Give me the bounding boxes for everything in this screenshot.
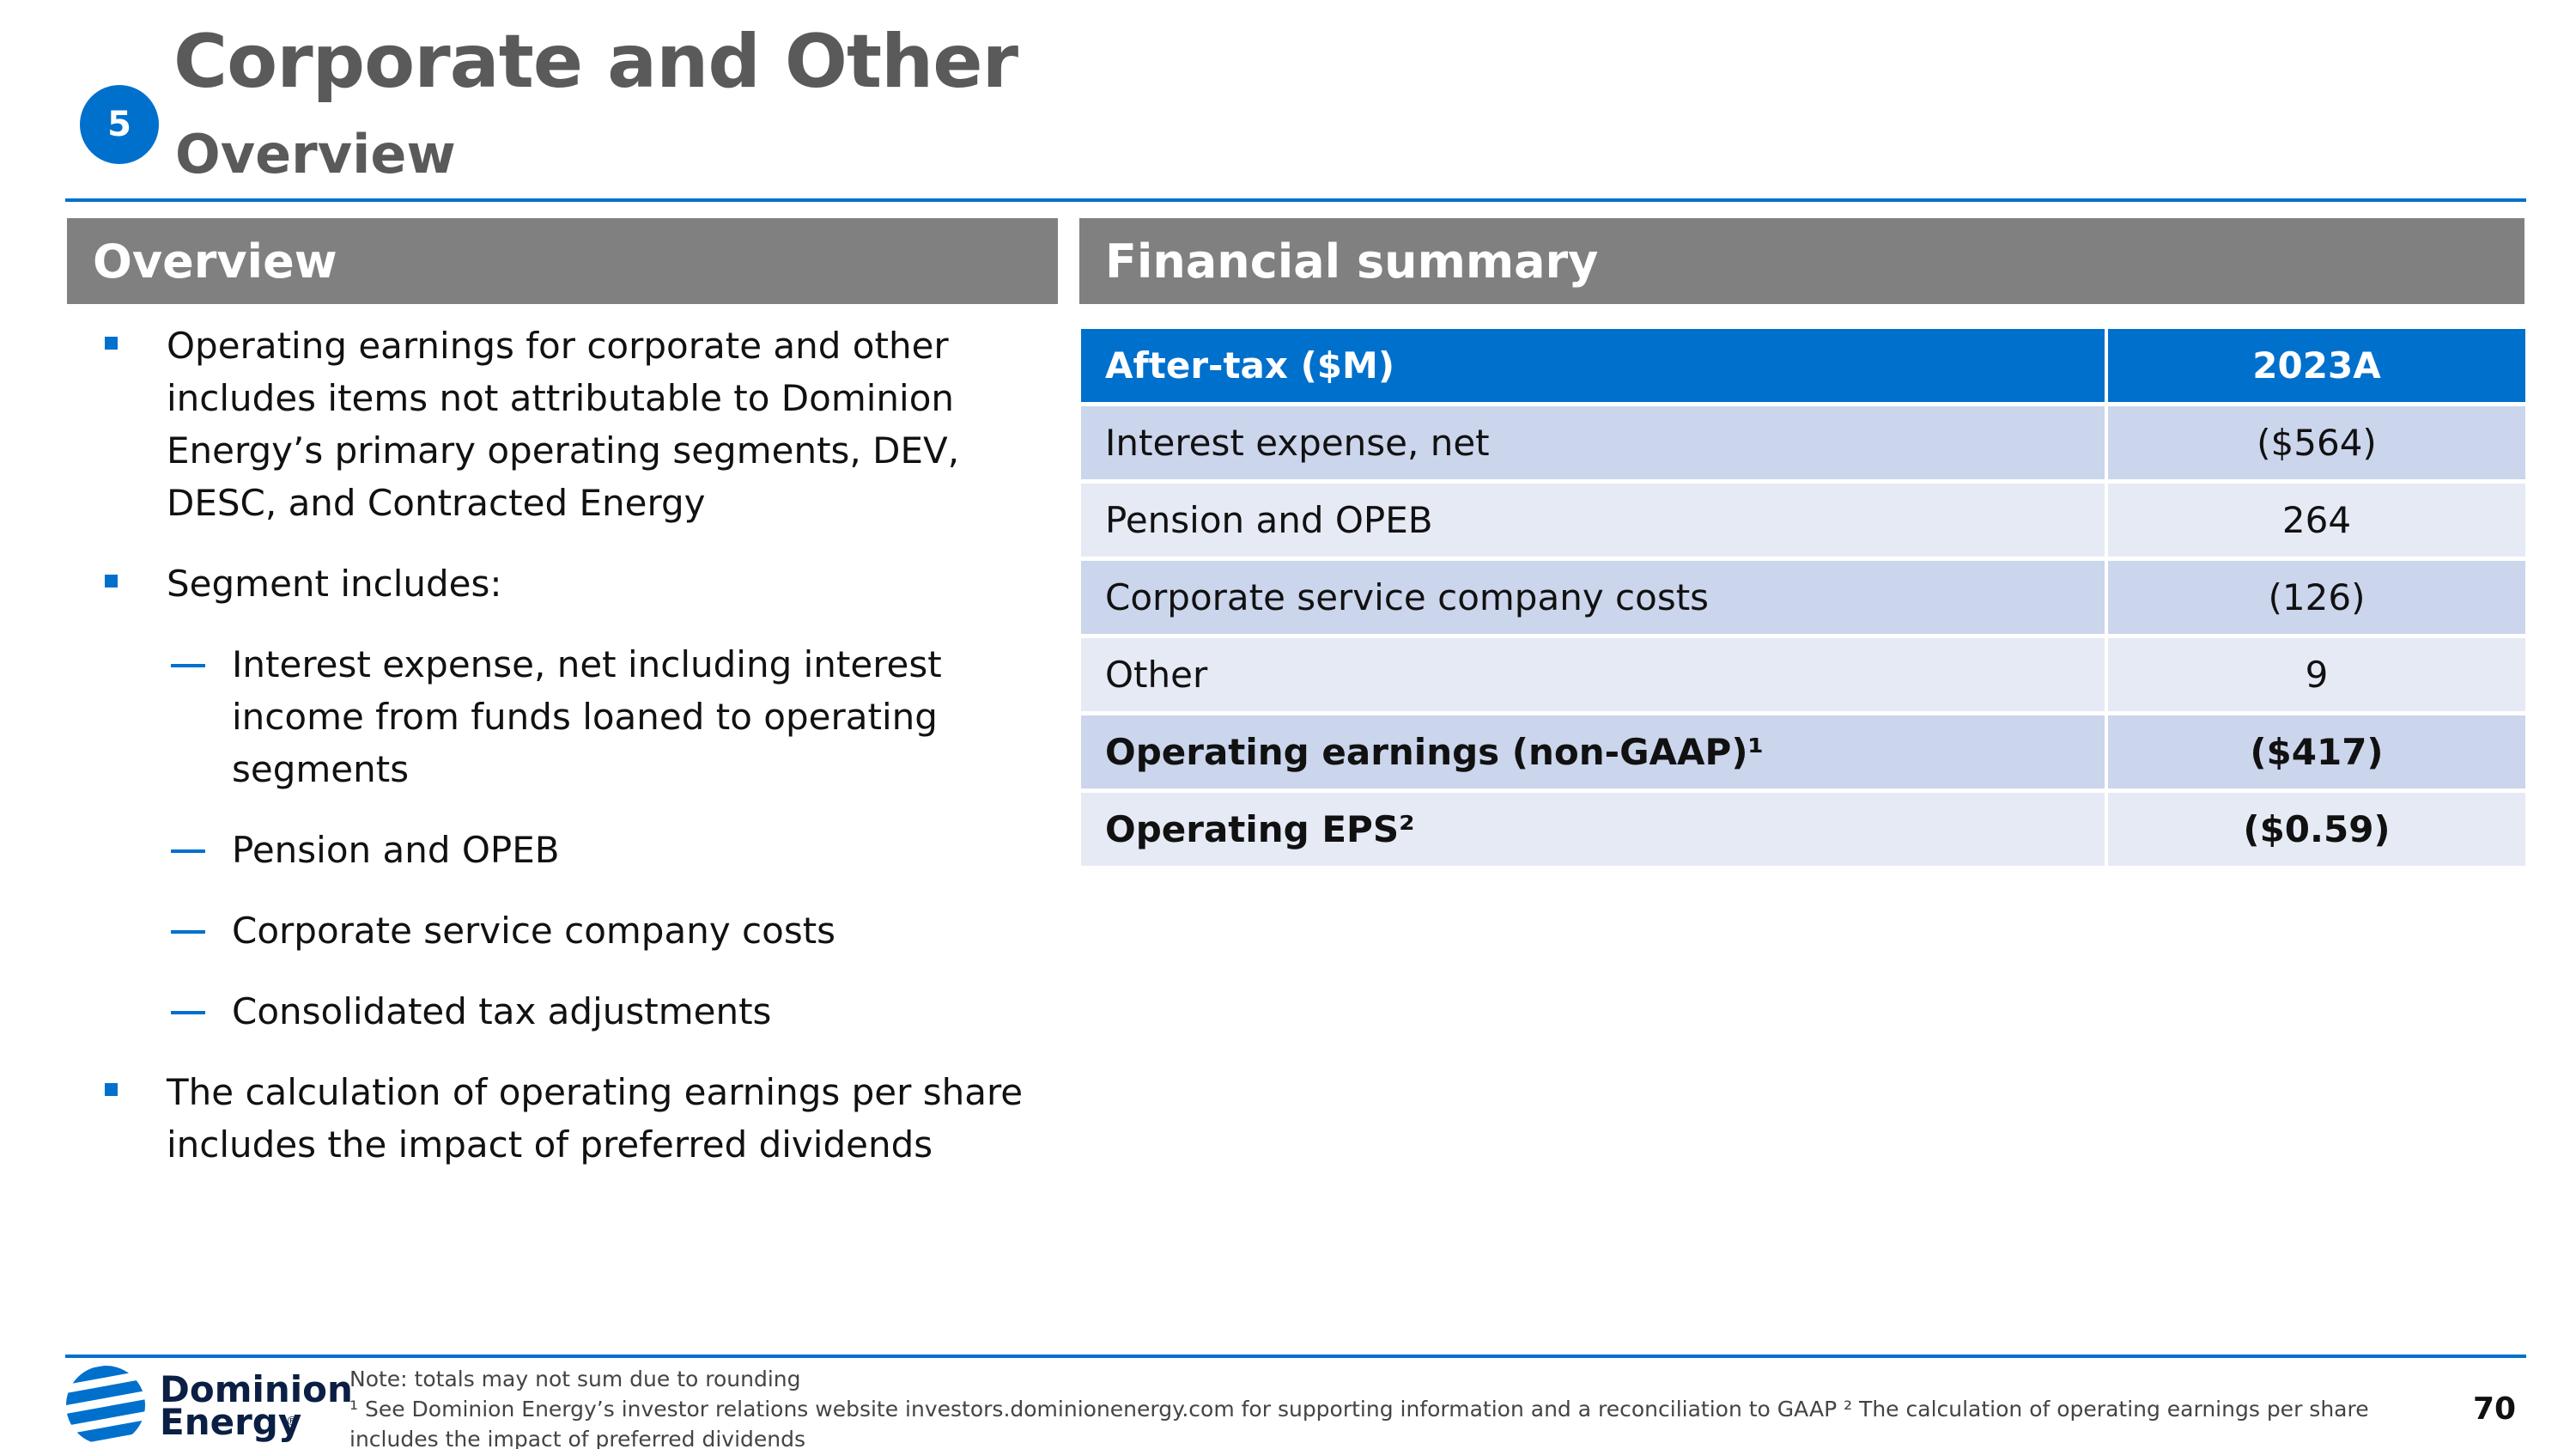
bullet-text: Segment includes: xyxy=(167,563,502,605)
sub-bullet-item: Consolidated tax adjustments xyxy=(100,985,1053,1038)
row-value: ($564) xyxy=(2108,406,2525,479)
bullet-text: Operating earnings for corporate and oth… xyxy=(167,325,960,524)
bullet-item: Operating earnings for corporate and oth… xyxy=(100,320,1053,529)
footnotes: Note: totals may not sum due to rounding… xyxy=(349,1364,2427,1449)
footer-divider xyxy=(65,1355,2526,1358)
logo-wordmark-line-1: Dominion xyxy=(160,1368,353,1410)
financial-summary-table: After-tax ($M) 2023A Interest expense, n… xyxy=(1081,325,2525,870)
financial-summary-heading: Financial summary xyxy=(1105,234,1599,289)
square-bullet-icon xyxy=(105,1083,118,1096)
logo-wordmark-line-2: Energy xyxy=(160,1401,302,1443)
table-header-row: After-tax ($M) 2023A xyxy=(1081,329,2525,402)
bullet-item: The calculation of operating earnings pe… xyxy=(100,1066,1053,1171)
overview-bullet-list: Operating earnings for corporate and oth… xyxy=(100,320,1053,1199)
row-label: Interest expense, net xyxy=(1081,406,2108,479)
sub-bullet-text: Corporate service company costs xyxy=(232,910,836,952)
table-row-eps: Operating EPS² ($0.59) xyxy=(1081,793,2525,866)
overview-heading: Overview xyxy=(93,234,337,289)
column-header-year: 2023A xyxy=(2108,329,2525,402)
page-number: 70 xyxy=(2473,1391,2517,1427)
sub-bullet-item: Pension and OPEB xyxy=(100,824,1053,876)
footnote-text: ¹ See Dominion Energy’s investor relatio… xyxy=(349,1397,2369,1449)
page-title: Corporate and Other xyxy=(173,19,1018,105)
dash-bullet-icon xyxy=(171,849,205,853)
row-value: ($417) xyxy=(2108,715,2525,788)
table-row: Interest expense, net ($564) xyxy=(1081,406,2525,479)
table-row: Other 9 xyxy=(1081,638,2525,711)
dash-bullet-icon xyxy=(171,664,205,667)
dash-bullet-icon xyxy=(171,1011,205,1014)
row-label: Operating EPS² xyxy=(1081,793,2108,866)
square-bullet-icon xyxy=(105,575,118,588)
title-divider xyxy=(65,198,2526,202)
bullet-item: Segment includes: xyxy=(100,557,1053,610)
financial-summary-panel-header: Financial summary xyxy=(1079,218,2524,304)
sub-bullet-text: Interest expense, net including interest… xyxy=(232,643,942,790)
row-value: (126) xyxy=(2108,561,2525,634)
column-header-label: After-tax ($M) xyxy=(1081,329,2108,402)
square-bullet-icon xyxy=(105,337,118,350)
table-row: Pension and OPEB 264 xyxy=(1081,484,2525,557)
row-value: 264 xyxy=(2108,484,2525,557)
row-label: Corporate service company costs xyxy=(1081,561,2108,634)
table-row: Corporate service company costs (126) xyxy=(1081,561,2525,634)
section-number-badge: 5 xyxy=(80,85,159,164)
dominion-energy-logo-icon xyxy=(66,1366,145,1445)
sub-bullet-text: Consolidated tax adjustments xyxy=(232,990,772,1032)
bullet-text: The calculation of operating earnings pe… xyxy=(167,1071,1024,1166)
sub-bullet-item: Interest expense, net including interest… xyxy=(100,638,1053,795)
sub-bullet-text: Pension and OPEB xyxy=(232,829,560,871)
row-label: Other xyxy=(1081,638,2108,711)
row-value: 9 xyxy=(2108,638,2525,711)
dash-bullet-icon xyxy=(171,930,205,934)
footnote-note: Note: totals may not sum due to rounding xyxy=(349,1367,801,1391)
table-row-total: Operating earnings (non-GAAP)¹ ($417) xyxy=(1081,715,2525,788)
overview-panel-header: Overview xyxy=(67,218,1058,304)
row-value: ($0.59) xyxy=(2108,793,2525,866)
row-label: Operating earnings (non-GAAP)¹ xyxy=(1081,715,2108,788)
page-subtitle: Overview xyxy=(175,123,456,186)
sub-bullet-item: Corporate service company costs xyxy=(100,904,1053,957)
row-label: Pension and OPEB xyxy=(1081,484,2108,557)
registered-mark: ® xyxy=(286,1415,298,1428)
